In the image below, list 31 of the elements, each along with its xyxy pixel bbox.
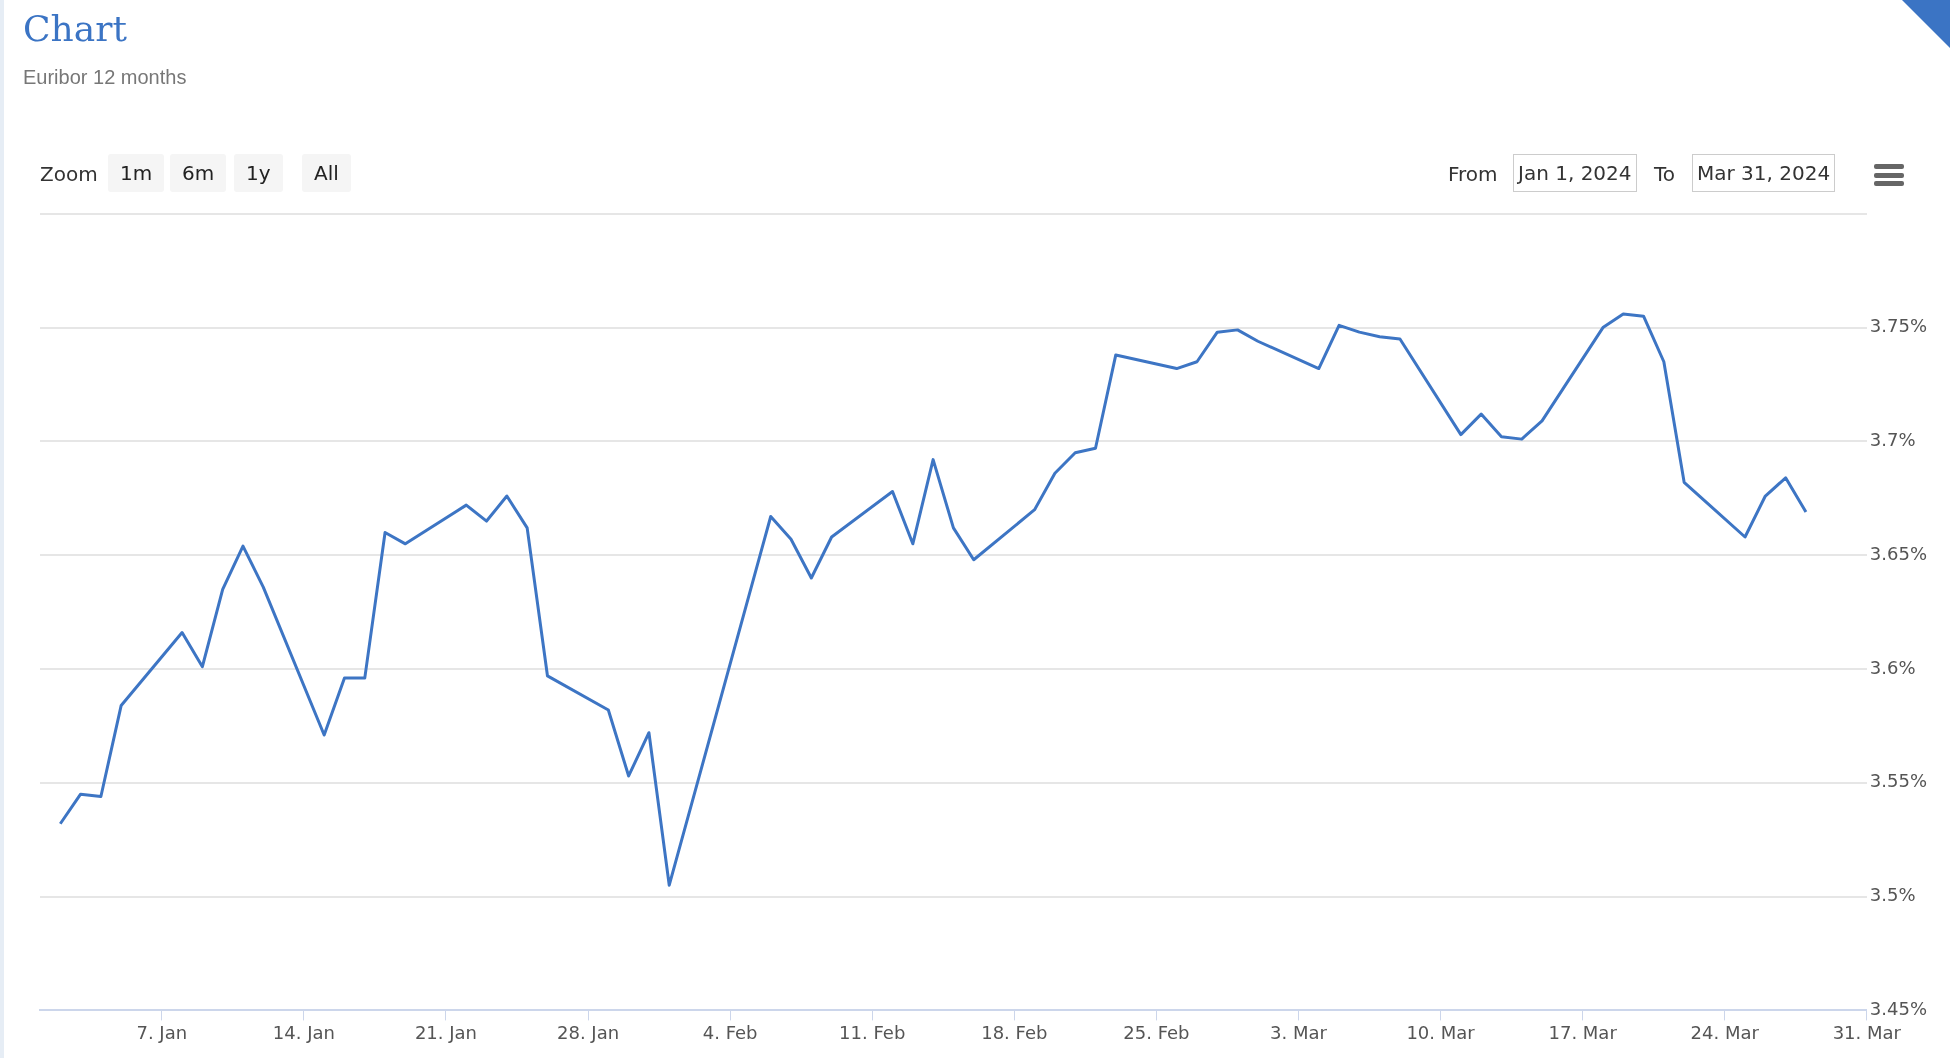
x-tick-label: 24. Mar — [1690, 1021, 1760, 1043]
x-tick-label: 25. Feb — [1123, 1021, 1190, 1043]
y-tick-label: 3.7% — [1869, 429, 1916, 451]
text: From — [1448, 162, 1498, 186]
x-tick-label: 7. Jan — [136, 1021, 188, 1043]
x-tick-label: 14. Jan — [272, 1021, 335, 1043]
x-tick-label: 31. Mar — [1832, 1021, 1902, 1043]
text: 1y — [234, 154, 283, 192]
x-tick-label: 11. Feb — [839, 1021, 906, 1043]
y-tick-label: 3.75% — [1869, 315, 1928, 337]
text: Mar 31, 2024 — [1692, 154, 1836, 192]
text: Zoom — [40, 162, 98, 186]
y-tick-label: 3.5% — [1869, 884, 1916, 906]
chart-title: Chart — [23, 8, 127, 49]
text: Jan 1, 2024 — [1513, 154, 1637, 192]
y-tick-label: 3.45% — [1869, 998, 1928, 1020]
chart-subtitle: Euribor 12 months — [23, 66, 187, 89]
y-tick-label: 3.55% — [1869, 770, 1928, 792]
y-tick-label: 3.6% — [1869, 656, 1916, 678]
x-tick-label: 21. Jan — [414, 1021, 478, 1043]
x-tick-label: 4. Feb — [702, 1021, 758, 1043]
text: All — [302, 154, 351, 192]
text: 1m — [108, 154, 165, 192]
y-tick-label: 3.65% — [1869, 542, 1928, 564]
x-tick-label: 28. Jan — [556, 1021, 620, 1043]
text: To — [1654, 162, 1676, 186]
x-tick-label: 17. Mar — [1548, 1021, 1618, 1043]
x-tick-label: 3. Mar — [1270, 1021, 1328, 1043]
text: 6m — [170, 154, 227, 192]
x-tick-label: 18. Feb — [981, 1021, 1048, 1043]
x-tick-label: 10. Mar — [1406, 1021, 1476, 1043]
